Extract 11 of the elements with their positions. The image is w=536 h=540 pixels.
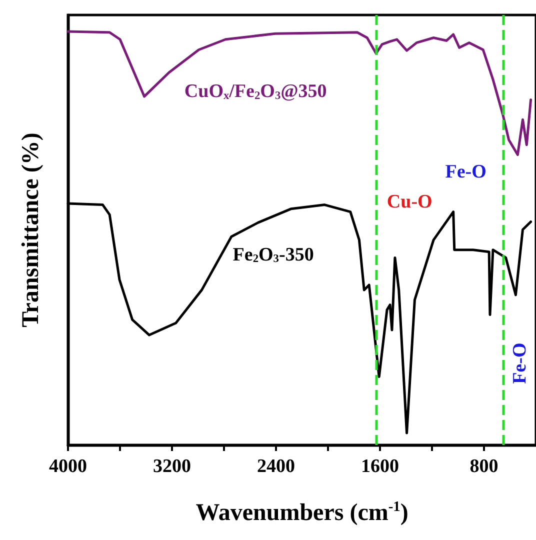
annotation: Fe-O — [510, 342, 531, 384]
y-axis-title: Transmittance (%) — [18, 132, 44, 328]
x-tick-label: 3200 — [153, 456, 191, 477]
x-tick-label: 800 — [470, 456, 498, 477]
x-tick-label: 1600 — [361, 456, 399, 477]
series-label: CuOx/Fe2O3@350 — [184, 81, 327, 102]
annotation: Fe-O — [445, 161, 486, 182]
annotation: Cu-O — [386, 192, 432, 213]
series-label: Fe2O3-350 — [232, 244, 314, 266]
x-tick-label: 2400 — [257, 456, 295, 477]
x-tick-label: 4000 — [49, 456, 87, 477]
